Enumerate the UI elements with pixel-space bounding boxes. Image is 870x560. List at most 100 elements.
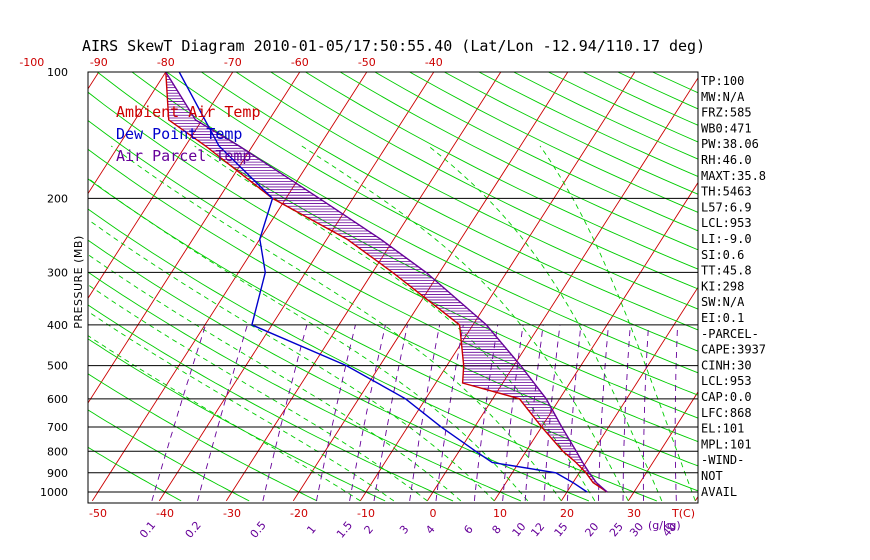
pressure-tick-label: 300 xyxy=(47,266,68,279)
dry-adiabat-line xyxy=(88,373,318,502)
mixing-ratio-tick-label: 25 xyxy=(607,520,626,539)
moist-adiabat-line xyxy=(110,145,562,502)
mixing-ratio-tick-label: 0.2 xyxy=(183,519,204,541)
isotherm-line xyxy=(88,72,301,404)
mixing-ratio-tick-label: 10 xyxy=(510,520,529,539)
mixing-ratio-tick-label: 0.5 xyxy=(248,519,269,541)
mixing-ratio-tick-label: 30 xyxy=(627,520,646,539)
mixing-ratio-line xyxy=(409,324,441,501)
cape-hatching xyxy=(165,73,606,491)
dry-adiabat-line xyxy=(478,72,698,177)
dry-adiabat-line xyxy=(235,72,698,310)
mixing-ratio-line xyxy=(435,324,464,501)
index-value: TH:5463 xyxy=(701,185,752,199)
isotherm-line xyxy=(225,72,502,502)
mixing-ratio-line xyxy=(566,324,582,501)
bottom-temp-tick-label: 20 xyxy=(560,507,574,520)
dry-adiabat-line xyxy=(88,409,250,502)
mixing-ratio-line xyxy=(373,324,408,501)
isotherm-line xyxy=(0,63,38,501)
index-value: CAPE:3937 xyxy=(701,343,766,357)
pressure-tick-label: 700 xyxy=(47,421,68,434)
dry-adiabat-line xyxy=(201,72,698,331)
ambient-temp-line xyxy=(165,72,608,493)
bottom-temp-tick-label: -30 xyxy=(223,507,241,520)
mixing-ratio-line xyxy=(524,324,544,501)
mixing-ratio-line xyxy=(197,324,248,502)
pressure-tick-label: 100 xyxy=(47,66,68,79)
dry-adiabat-line xyxy=(88,271,522,502)
dry-adiabat-line xyxy=(339,72,698,251)
dry-adiabat-line xyxy=(88,119,698,443)
isotherm-line xyxy=(359,72,636,502)
index-value: LI:-9.0 xyxy=(701,232,752,246)
bottom-temp-tick-label: 0 xyxy=(430,507,437,520)
index-value: CINH:30 xyxy=(701,358,752,372)
index-value: MAXT:35.8 xyxy=(701,169,766,183)
mixing-ratio-tick-label: 4 xyxy=(423,523,437,537)
index-value: FRZ:585 xyxy=(701,106,752,120)
dry-adiabat-line xyxy=(131,72,698,374)
mixing-ratio-line xyxy=(674,324,679,501)
legend-entry: Ambient Air Temp xyxy=(116,103,261,121)
isotherm-line xyxy=(292,72,569,502)
pressure-tick-label: 800 xyxy=(47,445,68,458)
isotherm-line xyxy=(88,72,167,195)
legend: Ambient Air Temp Dew Point Temp Air Parcel… xyxy=(116,103,261,165)
mixing-ratio-line xyxy=(597,324,609,501)
bottom-temp-tick-label: 30 xyxy=(627,507,641,520)
mixing-ratio-line xyxy=(151,324,207,502)
dry-adiabat-line xyxy=(409,72,698,213)
index-value: L57:6.9 xyxy=(701,200,752,214)
pressure-tick-label: 200 xyxy=(47,192,68,205)
index-value: WB0:471 xyxy=(701,121,752,135)
mixing-ratio-line xyxy=(622,324,631,501)
isotherm-line xyxy=(560,286,698,502)
dew-point-line xyxy=(178,72,588,493)
index-value: MW:N/A xyxy=(701,90,745,104)
bottom-temp-tick-label: -40 xyxy=(156,507,174,520)
y-axis-label: PRESSURE (MB) xyxy=(72,235,85,328)
dry-adiabat-line xyxy=(88,178,698,492)
sounding-profiles xyxy=(165,72,608,493)
isotherm-line xyxy=(88,72,100,90)
chart-title: AIRS SkewT Diagram 2010-01-05/17:50:55.4… xyxy=(82,37,705,55)
bottom-temp-tick-label: -20 xyxy=(290,507,308,520)
index-value: LCL:953 xyxy=(701,374,752,388)
dry-adiabat-line xyxy=(88,338,386,502)
pressure-tick-label: 600 xyxy=(47,393,68,406)
dry-adiabat-line xyxy=(270,72,698,290)
isotherm-line xyxy=(627,391,698,502)
dry-adiabat-line xyxy=(305,72,698,270)
mixing-ratio-line xyxy=(349,324,386,501)
top-temp-tick-label: -40 xyxy=(425,56,443,69)
mixing-ratio-line xyxy=(262,324,308,502)
pressure-tick-label: 500 xyxy=(47,360,68,373)
isotherm-line xyxy=(762,63,870,501)
mixing-ratio-tick-label: 20 xyxy=(582,520,601,539)
index-value: RH:46.0 xyxy=(701,153,752,167)
bottom-temp-tick-label: -50 xyxy=(89,507,107,520)
index-value: MPL:101 xyxy=(701,437,752,451)
isotherm-line xyxy=(91,72,368,502)
mixing-ratio-tick-label: 3 xyxy=(397,523,411,537)
dry-adiabat-line xyxy=(166,72,698,352)
index-value: KI:298 xyxy=(701,279,744,293)
isotherm-line xyxy=(426,77,698,502)
index-value: LCL:953 xyxy=(701,216,752,230)
index-value: -WIND- xyxy=(701,453,744,467)
index-value: AVAIL xyxy=(701,485,737,499)
dry-adiabat-line xyxy=(88,239,590,502)
index-value: PW:38.06 xyxy=(701,137,759,151)
background-grid xyxy=(0,63,870,502)
mixing-ratio-tick-label: 12 xyxy=(528,520,547,539)
top-temp-tick-label: -100 xyxy=(19,56,44,69)
index-value: EL:101 xyxy=(701,422,744,436)
mixing-ratio-tick-label: 2 xyxy=(362,523,376,537)
mixing-ratio-line xyxy=(315,324,356,502)
parcel-temp-line xyxy=(165,72,608,493)
axes: 1002003004005006007008009001000PRESSURE … xyxy=(19,56,699,541)
top-temp-tick-label: -60 xyxy=(291,56,309,69)
